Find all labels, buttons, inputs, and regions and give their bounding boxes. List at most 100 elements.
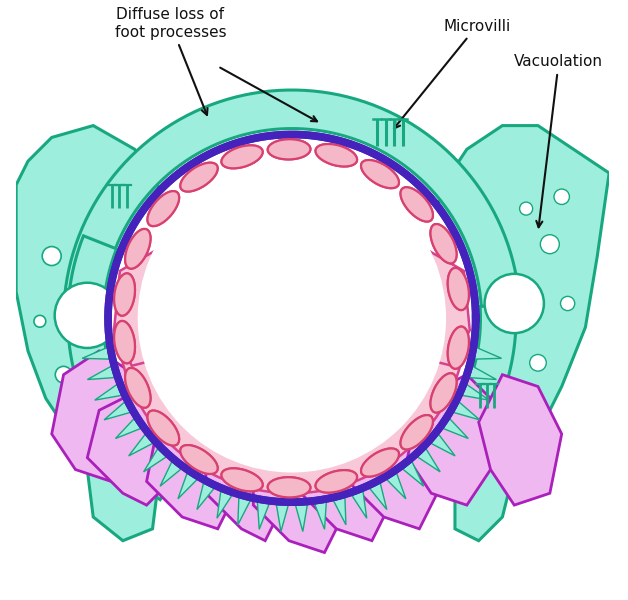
Polygon shape (375, 247, 470, 366)
Polygon shape (412, 304, 516, 491)
Polygon shape (87, 366, 115, 380)
Polygon shape (469, 366, 496, 380)
Ellipse shape (222, 145, 263, 169)
Polygon shape (16, 125, 182, 541)
Ellipse shape (222, 469, 263, 491)
Polygon shape (104, 402, 131, 420)
Polygon shape (276, 505, 288, 532)
Ellipse shape (148, 191, 179, 226)
Polygon shape (296, 505, 307, 532)
Ellipse shape (180, 445, 218, 474)
Text: Vacuolation: Vacuolation (514, 54, 604, 227)
Text: Diffuse loss of
foot processes: Diffuse loss of foot processes (114, 7, 226, 115)
Ellipse shape (448, 326, 469, 369)
Ellipse shape (222, 469, 263, 491)
Polygon shape (408, 374, 502, 505)
Polygon shape (178, 473, 197, 499)
Circle shape (540, 235, 560, 254)
Ellipse shape (148, 410, 179, 446)
Ellipse shape (401, 187, 433, 221)
Circle shape (485, 274, 544, 333)
Ellipse shape (268, 139, 310, 160)
Polygon shape (479, 374, 561, 505)
Polygon shape (431, 434, 455, 456)
Ellipse shape (268, 477, 310, 497)
Polygon shape (114, 247, 209, 366)
Polygon shape (116, 419, 141, 439)
Polygon shape (352, 491, 367, 518)
Polygon shape (238, 497, 251, 525)
Ellipse shape (401, 415, 433, 449)
Polygon shape (418, 449, 440, 472)
Polygon shape (462, 385, 489, 400)
Ellipse shape (448, 326, 469, 369)
Circle shape (279, 359, 305, 385)
Circle shape (42, 247, 61, 266)
Polygon shape (257, 502, 269, 529)
Polygon shape (160, 461, 181, 486)
Circle shape (529, 355, 546, 371)
Polygon shape (301, 410, 396, 541)
Ellipse shape (430, 224, 457, 263)
Ellipse shape (315, 144, 357, 166)
Polygon shape (118, 333, 465, 493)
Ellipse shape (180, 445, 218, 474)
Circle shape (188, 346, 205, 362)
Polygon shape (387, 473, 406, 499)
Polygon shape (443, 419, 468, 439)
Circle shape (108, 134, 476, 502)
Ellipse shape (268, 139, 310, 160)
Polygon shape (348, 398, 443, 529)
Ellipse shape (180, 163, 218, 191)
Circle shape (34, 316, 46, 327)
Ellipse shape (430, 224, 457, 263)
Polygon shape (333, 497, 346, 525)
Ellipse shape (125, 368, 151, 408)
Circle shape (519, 202, 533, 215)
Polygon shape (453, 402, 480, 420)
Polygon shape (146, 398, 242, 529)
Ellipse shape (401, 415, 433, 449)
Polygon shape (403, 461, 424, 486)
Polygon shape (431, 125, 609, 541)
Polygon shape (129, 434, 153, 456)
Polygon shape (315, 502, 327, 529)
Ellipse shape (148, 191, 179, 226)
Circle shape (371, 338, 402, 370)
Polygon shape (197, 483, 214, 509)
Ellipse shape (125, 229, 151, 269)
Ellipse shape (430, 373, 457, 413)
Text: Microvilli: Microvilli (394, 19, 511, 128)
Ellipse shape (125, 229, 151, 269)
Circle shape (284, 365, 299, 379)
Ellipse shape (114, 274, 135, 316)
Circle shape (561, 296, 575, 311)
Polygon shape (370, 483, 387, 509)
Polygon shape (253, 410, 348, 553)
Ellipse shape (114, 274, 135, 316)
Polygon shape (474, 347, 502, 359)
Ellipse shape (114, 321, 135, 364)
Ellipse shape (114, 321, 135, 364)
Ellipse shape (448, 268, 469, 310)
Circle shape (55, 283, 120, 348)
Ellipse shape (315, 144, 357, 166)
Ellipse shape (315, 470, 357, 493)
Polygon shape (82, 347, 109, 359)
Polygon shape (51, 351, 135, 481)
Ellipse shape (361, 160, 399, 188)
Polygon shape (68, 236, 181, 500)
Circle shape (554, 189, 570, 205)
Ellipse shape (361, 448, 399, 476)
Ellipse shape (180, 163, 218, 191)
Circle shape (181, 338, 212, 370)
Ellipse shape (268, 477, 310, 497)
Polygon shape (95, 385, 122, 400)
Polygon shape (144, 449, 166, 472)
Circle shape (138, 164, 446, 473)
Ellipse shape (315, 470, 357, 493)
Polygon shape (217, 491, 232, 518)
Ellipse shape (401, 187, 433, 221)
Circle shape (378, 346, 395, 362)
Ellipse shape (361, 448, 399, 476)
